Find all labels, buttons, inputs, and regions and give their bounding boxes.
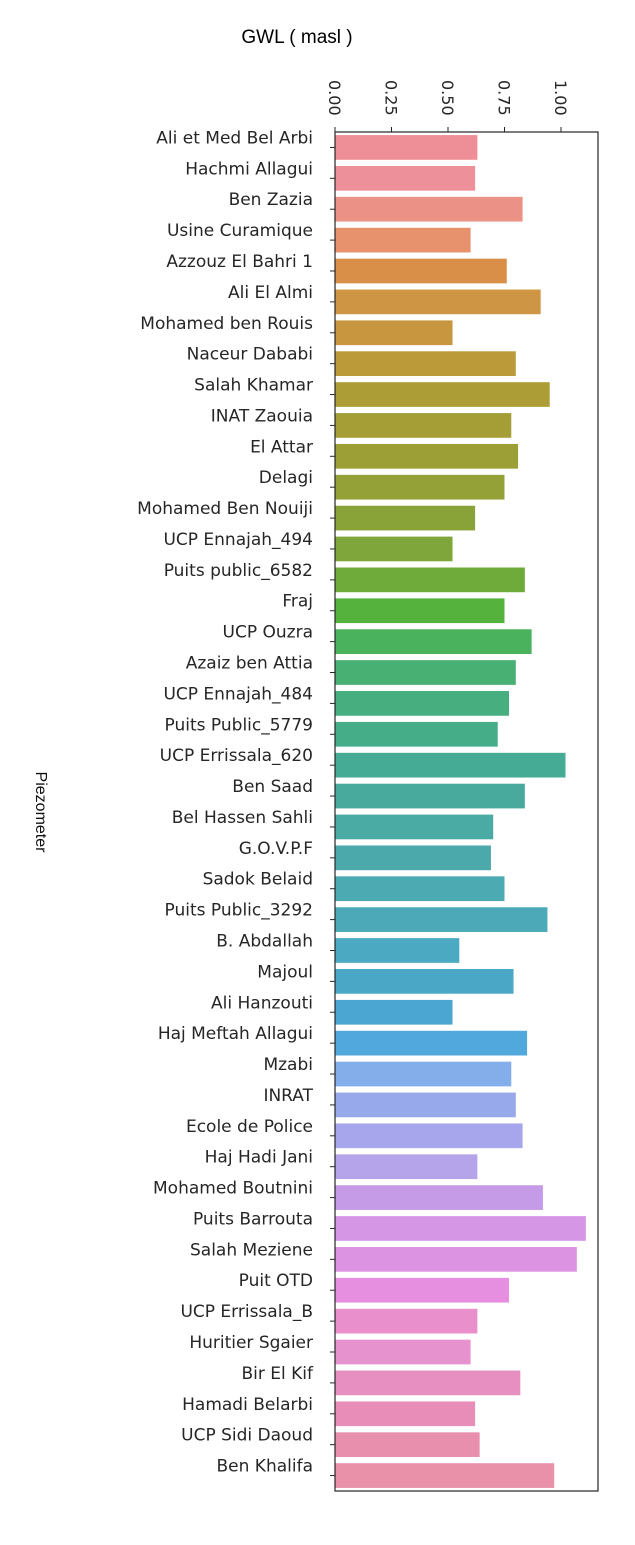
category-label: Puits Public_3292: [165, 901, 313, 921]
category-label: INAT Zaouia: [211, 406, 313, 426]
bar: [335, 227, 471, 253]
bar: [335, 691, 510, 716]
category-label: Ecole de Police: [186, 1117, 313, 1137]
bar: [335, 474, 505, 500]
plot-frame: [334, 131, 599, 1492]
bar: [335, 135, 478, 160]
chart-title: GWL ( masl ): [241, 27, 352, 48]
bar: [335, 289, 541, 315]
bar: [335, 814, 494, 840]
bar: [335, 443, 519, 469]
bar: [335, 598, 505, 624]
bar: [335, 413, 512, 438]
bar: [335, 752, 566, 778]
category-label: Majoul: [257, 962, 313, 982]
bar: [335, 505, 476, 531]
category-label: Mohamed Ben Nouiji: [137, 499, 313, 519]
bar: [335, 1277, 510, 1303]
category-label: Ben Zazia: [229, 190, 313, 210]
category-label: Bir El Kif: [241, 1364, 314, 1384]
bar: [335, 629, 532, 654]
bar: [335, 1185, 543, 1210]
category-label: El Attar: [250, 437, 313, 457]
category-label: INRAT: [263, 1086, 313, 1106]
category-label: Bel Hassen Sahli: [172, 808, 313, 828]
bar: [335, 938, 460, 963]
bar: [335, 1123, 523, 1149]
category-label: Puit OTD: [239, 1271, 313, 1291]
bar: [335, 165, 476, 191]
category-label: UCP Ennajah_494: [163, 530, 313, 550]
bar: [335, 845, 491, 871]
bar: [335, 1463, 555, 1488]
category-label: Ali et Med Bel Arbi: [156, 128, 313, 148]
x-tick-label: 0.25: [382, 80, 401, 116]
category-label: UCP Sidi Daoud: [181, 1426, 313, 1446]
category-label: Mzabi: [263, 1055, 313, 1075]
bar: [335, 660, 516, 685]
x-tick-label: 0.00: [325, 80, 344, 116]
category-label: Delagi: [259, 468, 313, 488]
category-label: Azzouz El Bahri 1: [166, 252, 313, 272]
bar: [335, 721, 498, 747]
category-label: Usine Curamique: [167, 221, 313, 241]
category-label: Hamadi Belarbi: [182, 1395, 313, 1415]
category-label: Puits Public_5779: [165, 715, 313, 735]
category-label: Haj Meftah Allagui: [158, 1024, 313, 1044]
category-label: Sadok Belaid: [203, 870, 313, 890]
bar: [335, 907, 548, 932]
category-label: Puits Barrouta: [193, 1209, 313, 1229]
bar: [335, 351, 516, 376]
x-tick-label: 1.00: [551, 80, 570, 116]
category-label: Ali El Almi: [228, 283, 313, 303]
category-label: Mohamed Boutnini: [153, 1179, 313, 1199]
bar: [335, 783, 525, 809]
bar: [335, 320, 453, 346]
category-label: Salah Meziene: [190, 1240, 313, 1260]
bar: [335, 876, 505, 902]
category-label: UCP Ouzra: [223, 623, 313, 643]
bar: [335, 1247, 577, 1272]
bar: [335, 1092, 516, 1118]
bar: [335, 969, 514, 994]
category-label: Huritier Sgaier: [189, 1333, 313, 1353]
category-label: Azaiz ben Attia: [186, 654, 313, 674]
category-label: Puits public_6582: [164, 561, 313, 581]
bar: [335, 382, 550, 407]
bar: [335, 1401, 476, 1427]
bar: [335, 999, 453, 1025]
category-label: Ben Khalifa: [217, 1457, 314, 1477]
category-label: UCP Errissala_620: [160, 746, 313, 766]
bar: [335, 1030, 528, 1056]
category-label: Naceur Dababi: [187, 345, 313, 365]
bar: [335, 1154, 478, 1180]
category-label: Salah Khamar: [194, 376, 313, 396]
bar: [335, 1370, 521, 1396]
category-label: Haj Hadi Jani: [205, 1148, 313, 1168]
category-label: UCP Ennajah_484: [163, 684, 313, 704]
bar: [335, 1216, 586, 1241]
bar: [335, 1308, 478, 1334]
x-tick-label: 0.50: [438, 80, 457, 116]
bar: [335, 258, 507, 284]
bar: [335, 536, 453, 562]
bar: [335, 567, 525, 593]
bar: [335, 196, 523, 222]
category-label: G.O.V.P.F: [239, 839, 313, 859]
y-axis-label: Piezometer: [32, 772, 49, 854]
category-label: Mohamed ben Rouis: [140, 314, 313, 334]
category-label: Fraj: [282, 592, 313, 612]
category-label: Ben Saad: [232, 777, 313, 797]
bar: [335, 1432, 480, 1458]
bar: [335, 1339, 471, 1365]
category-label: Hachmi Allagui: [185, 159, 313, 179]
x-tick-label: 0.75: [495, 80, 514, 116]
category-label: Ali Hanzouti: [211, 993, 313, 1013]
category-label: B. Abdallah: [216, 931, 313, 951]
bar: [335, 1061, 512, 1087]
category-label: UCP Errissala_B: [180, 1302, 313, 1322]
